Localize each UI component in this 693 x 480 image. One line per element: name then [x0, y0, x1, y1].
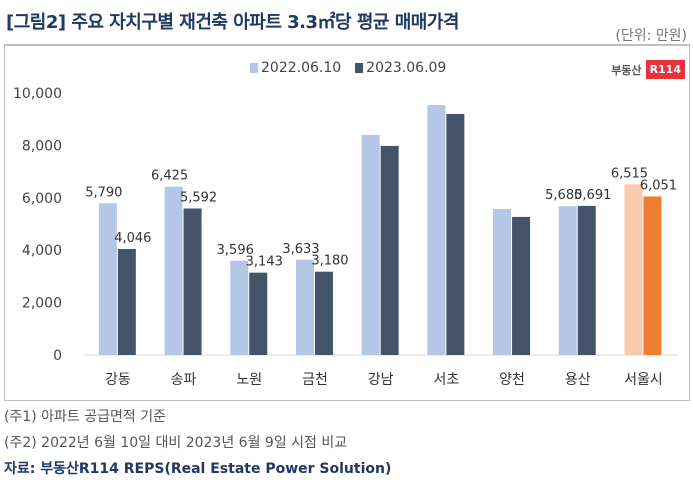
bar-서초-2022.06.10	[427, 105, 446, 355]
data-label: 6,425	[151, 169, 188, 184]
bar-양천-2023.06.09	[512, 216, 531, 355]
y-tick-label: 2,000	[22, 296, 62, 312]
bar-금천-2022.06.10	[295, 259, 314, 355]
data-label: 6,051	[640, 178, 677, 193]
bar-서울시-2022.06.10	[624, 184, 643, 355]
data-label: 3,596	[217, 243, 254, 258]
y-tick-label: 8,000	[22, 138, 62, 154]
data-label: 5,680	[545, 188, 582, 203]
bar-강남-2023.06.09	[380, 145, 399, 355]
legend: 2022.06.10 2023.06.09	[250, 60, 446, 76]
legend-swatch	[250, 63, 258, 73]
bar-용산-2023.06.09	[577, 205, 596, 355]
unit-label: (단위: 만원)	[615, 28, 687, 44]
x-tick-label: 금천	[302, 372, 328, 388]
r114-logo: 부동산 R114	[611, 60, 685, 79]
bar-강남-2022.06.10	[361, 134, 380, 355]
bar-양천-2022.06.10	[493, 209, 512, 355]
x-tick-label: 노원	[236, 372, 262, 388]
x-tick-label: 용산	[565, 372, 591, 388]
chart-title: [그림2] 주요 자치구별 재건축 아파트 3.3㎡당 평균 매매가격	[6, 12, 460, 33]
data-label: 4,046	[114, 231, 151, 246]
x-tick-label: 강동	[105, 372, 131, 388]
note-1: (주1) 아파트 공급면적 기준	[4, 409, 166, 425]
legend-item-2022: 2022.06.10	[250, 60, 341, 76]
data-label: 5,691	[574, 188, 611, 203]
bar-서초-2023.06.09	[446, 113, 465, 356]
bar-금천-2023.06.09	[314, 271, 333, 355]
bar-송파-2022.06.10	[164, 186, 183, 355]
chart-frame	[4, 44, 690, 401]
bar-노원-2023.06.09	[249, 272, 268, 355]
legend-item-2023: 2023.06.09	[355, 60, 446, 76]
legend-swatch	[355, 63, 364, 73]
bar-노원-2022.06.10	[230, 260, 249, 355]
x-tick-label: 강남	[368, 372, 394, 388]
note-2: (주2) 2022년 6월 10일 대비 2023년 6월 9일 시점 비교	[4, 435, 348, 451]
bar-용산-2022.06.10	[558, 206, 577, 355]
data-label: 5,790	[85, 185, 122, 200]
source-text: 자료: 부동산R114 REPS(Real Estate Power Solut…	[4, 461, 392, 477]
legend-label: 2023.06.09	[366, 60, 447, 76]
bar-강동-2023.06.09	[117, 248, 136, 355]
logo-badge: R114	[645, 60, 685, 79]
x-tick-label: 송파	[171, 372, 197, 388]
data-label: 5,592	[180, 190, 217, 205]
x-tick-label: 양천	[499, 372, 525, 388]
data-label: 3,143	[246, 255, 283, 270]
y-tick-label: 10,000	[13, 86, 62, 102]
data-label: 3,633	[282, 242, 319, 257]
y-tick-label: 4,000	[22, 243, 62, 259]
bar-서울시-2023.06.09	[643, 196, 662, 355]
bar-송파-2023.06.09	[183, 208, 202, 355]
y-tick-label: 6,000	[22, 191, 62, 207]
data-label: 3,180	[311, 254, 348, 269]
logo-text: 부동산	[611, 63, 642, 77]
legend-label: 2022.06.10	[261, 60, 342, 76]
bar-강동-2022.06.10	[98, 203, 117, 355]
x-tick-label: 서초	[433, 372, 459, 388]
data-label: 6,515	[611, 166, 648, 181]
y-tick-label: 0	[53, 348, 62, 364]
x-tick-label: 서울시	[624, 372, 663, 388]
